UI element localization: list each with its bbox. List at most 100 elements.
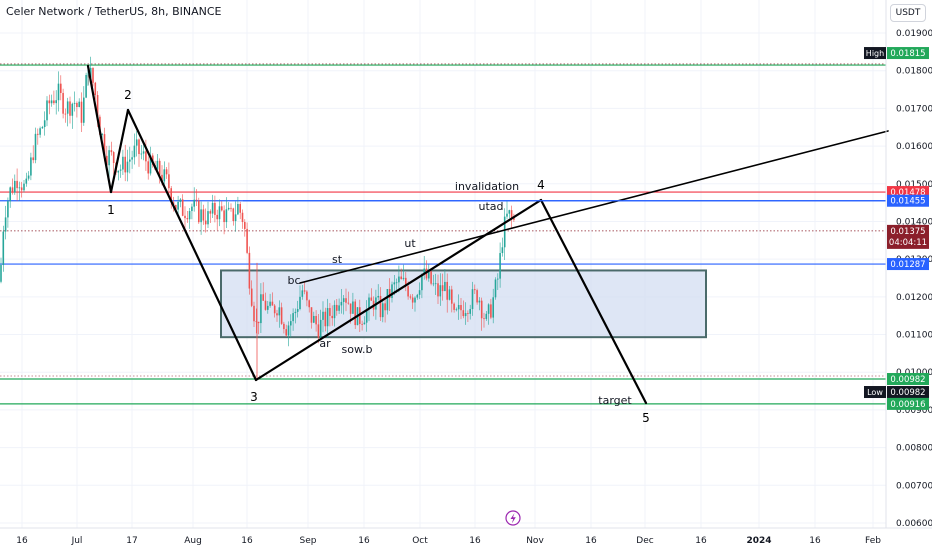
- wave-line: [86, 64, 113, 194]
- wave-label: 5: [642, 411, 650, 425]
- candle-body: [368, 297, 370, 310]
- candle-body: [46, 100, 48, 121]
- y-tick-label: 0.01700: [896, 104, 932, 114]
- bolt-icon[interactable]: [505, 510, 521, 526]
- candle-body: [175, 204, 177, 210]
- candle-body: [239, 203, 241, 213]
- x-tick-label: 16: [809, 536, 821, 546]
- candle-body: [370, 297, 373, 301]
- currency-button[interactable]: USDT: [890, 4, 926, 22]
- candle-body: [338, 305, 340, 311]
- badge-value: 0.00982: [890, 388, 925, 398]
- candle-body: [492, 297, 494, 318]
- candle-body: [85, 74, 87, 98]
- candle-body: [294, 311, 297, 314]
- candle-body: [469, 309, 471, 314]
- candle-body: [267, 305, 269, 310]
- candle-body: [230, 207, 232, 209]
- badge-value: 0.01375: [890, 227, 925, 237]
- candle-body: [41, 127, 44, 129]
- candle-body: [409, 296, 412, 298]
- candlestick-series: [0, 56, 515, 380]
- candle-body: [400, 276, 402, 280]
- candle-body: [66, 101, 69, 114]
- candle-body: [483, 318, 485, 320]
- candle-body: [140, 153, 143, 155]
- candle-body: [437, 283, 439, 297]
- candle-body: [271, 301, 274, 306]
- x-tick-label: 16: [695, 536, 707, 546]
- candle-body: [377, 295, 379, 298]
- annotation-label: st: [332, 253, 343, 266]
- x-tick-label: Feb: [865, 536, 881, 546]
- candle-body: [451, 289, 453, 304]
- candle-body: [434, 283, 437, 285]
- candle-body: [124, 156, 126, 173]
- candle-body: [14, 180, 16, 193]
- candle-body: [2, 231, 5, 266]
- candle-body: [135, 139, 138, 146]
- candle-body: [188, 211, 191, 220]
- candle-body: [303, 290, 306, 292]
- candle-body: [131, 157, 133, 160]
- x-tick-label: 16: [358, 536, 370, 546]
- y-tick-label: 0.01500: [896, 180, 932, 190]
- candle-body: [398, 276, 400, 283]
- candle-body: [444, 281, 446, 292]
- candle-body: [428, 271, 430, 279]
- x-tick-label: 17: [126, 536, 137, 546]
- badge-value: 0.00916: [890, 400, 925, 410]
- candle-body: [78, 101, 80, 108]
- candle-body: [278, 307, 281, 316]
- candle-body: [423, 268, 425, 275]
- candle-body: [317, 324, 320, 338]
- candle-body: [9, 187, 11, 202]
- candle-body: [453, 303, 455, 310]
- candle-body: [384, 303, 386, 311]
- candle-body: [246, 228, 248, 253]
- annotation-label: ar: [319, 337, 331, 350]
- candle-body: [133, 145, 136, 158]
- candle-body: [510, 210, 513, 218]
- badge-label-bg: [864, 47, 886, 60]
- candle-body: [23, 183, 25, 191]
- y-tick-label: 0.01200: [896, 293, 932, 303]
- candle-body: [464, 313, 467, 317]
- candle-body: [487, 304, 490, 314]
- candle-body: [110, 150, 113, 153]
- candle-body: [119, 169, 122, 171]
- candle-body: [234, 214, 237, 222]
- candle-body: [402, 277, 405, 280]
- candle-body: [379, 295, 382, 318]
- annotation-label: invalidation: [455, 180, 519, 193]
- badge-value: 0.01455: [890, 197, 925, 207]
- x-tick-label: Dec: [636, 536, 653, 546]
- candle-body: [478, 300, 481, 303]
- candle-body: [313, 315, 315, 323]
- wave-label: 4: [537, 178, 545, 192]
- wave-line: [109, 108, 130, 194]
- candle-body: [32, 157, 34, 161]
- candle-body: [269, 301, 271, 306]
- candle-body: [170, 188, 172, 203]
- candle-body: [503, 216, 506, 248]
- candle-body: [283, 323, 285, 330]
- candle-body: [43, 120, 46, 128]
- candle-body: [18, 187, 21, 189]
- candle-body: [214, 202, 216, 215]
- candle-body: [287, 325, 290, 336]
- candle-body: [301, 290, 304, 297]
- wave-label: 1: [107, 203, 115, 217]
- symbol-title: Celer Network / TetherUS, 8h, BINANCE: [6, 5, 222, 18]
- candle-body: [30, 157, 32, 176]
- candle-body: [347, 302, 350, 304]
- candle-body: [329, 308, 331, 316]
- candle-body: [83, 97, 85, 123]
- wave-label: 3: [250, 390, 258, 404]
- y-tick-label: 0.00900: [896, 406, 932, 416]
- candle-body: [296, 309, 299, 312]
- candle-body: [432, 283, 435, 285]
- candle-body: [221, 206, 223, 211]
